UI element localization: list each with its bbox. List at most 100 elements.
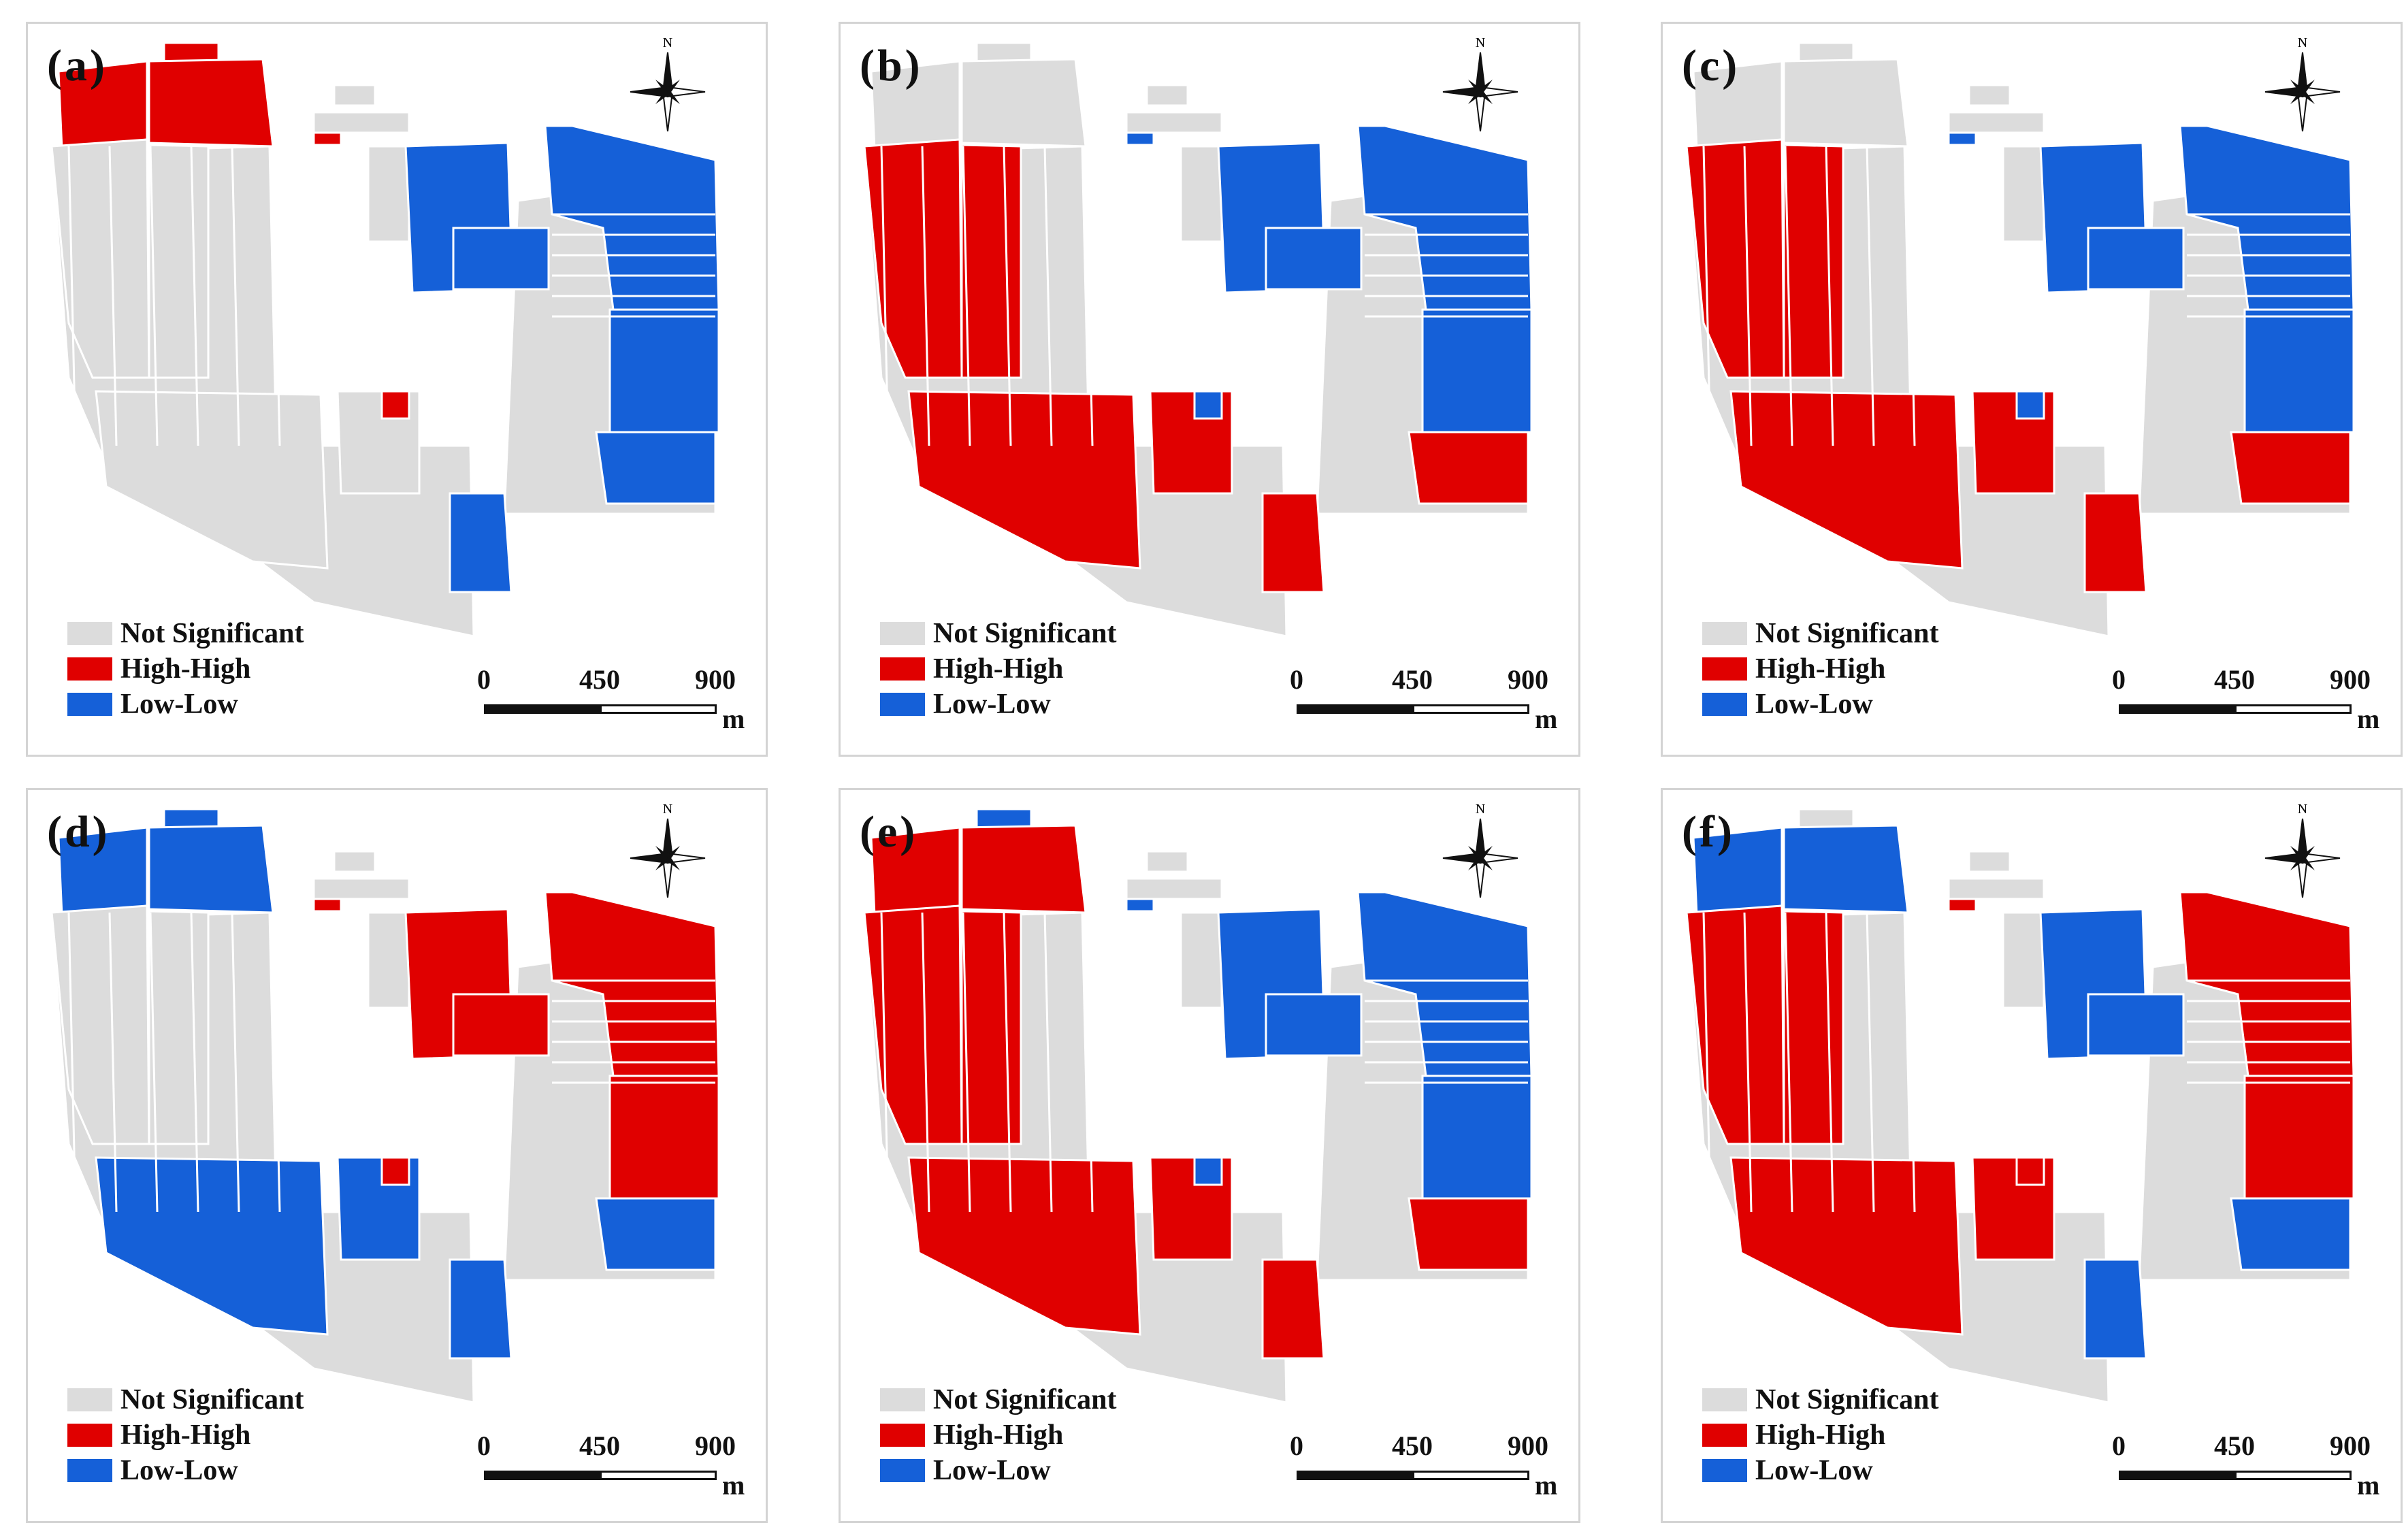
parcel-boundary xyxy=(190,146,199,446)
parcel-zone-small xyxy=(1193,1156,1223,1186)
low-low-swatch xyxy=(67,1459,112,1482)
parcel-zone-west xyxy=(960,910,1022,1145)
north-arrow-point xyxy=(2296,91,2309,132)
scale-tick-900: 900 xyxy=(695,1430,736,1461)
parcel-boundary xyxy=(1043,912,1053,1213)
parcel-boundary xyxy=(1084,146,1094,446)
scale-bar-black xyxy=(1297,1471,1414,1480)
parcel-zone-west xyxy=(50,904,150,1145)
not-significant-swatch xyxy=(67,1388,112,1411)
parcel-zone-center xyxy=(1265,993,1363,1057)
parcel-not-significant xyxy=(2002,145,2045,243)
parcel-zone-southeast xyxy=(595,1197,717,1271)
north-label: N xyxy=(1476,35,1485,50)
high-high-swatch xyxy=(1702,657,1747,681)
north-label: N xyxy=(663,35,672,50)
parcel-boundary xyxy=(880,912,890,1213)
scale-tick-450: 450 xyxy=(2214,1430,2255,1461)
scale-tick-0: 0 xyxy=(2112,664,2126,695)
parcel-zone-southeast xyxy=(1261,1258,1325,1360)
scale-bar: 0 450 900 m xyxy=(2112,1430,2384,1505)
scale-tick-900: 900 xyxy=(2330,664,2371,695)
parcel-boundary xyxy=(1003,912,1012,1213)
parcel-zone-small xyxy=(1193,390,1223,420)
scale-bar-black xyxy=(484,1471,601,1480)
scale-bar-black xyxy=(484,704,601,714)
scale-bar: 0 450 900 m xyxy=(477,663,749,738)
parcel-boundary xyxy=(1906,146,1916,446)
scale-bar-white xyxy=(600,704,717,714)
scale-bar-white xyxy=(2234,704,2352,714)
low-low-swatch xyxy=(880,693,925,716)
legend-low-low: Low-Low xyxy=(120,689,238,720)
legend-low-low: Low-Low xyxy=(120,1455,238,1486)
map-panel-d: (d) N Not Significant High-High Low-Low … xyxy=(26,788,768,1523)
north-arrow-point xyxy=(1474,91,1486,132)
parcel-zone-nw_mid xyxy=(960,58,1087,148)
parcel-zone-east xyxy=(608,308,720,433)
parcel-not-significant xyxy=(1180,911,1223,1009)
parcel-zone-southeast xyxy=(1261,492,1325,593)
legend-not-significant: Not Significant xyxy=(933,618,1117,649)
parcel-boundary xyxy=(1906,912,1916,1213)
parcel-zone-southeast xyxy=(1408,431,1529,505)
parcel-zone-southeast xyxy=(449,492,513,593)
parcel-zone-small xyxy=(1947,898,1977,913)
parcel-zone-east xyxy=(2243,308,2355,433)
parcel-zone-southeast xyxy=(1408,1197,1529,1271)
parcel-not-significant xyxy=(1125,877,1223,900)
parcel-boundary xyxy=(1866,912,1875,1213)
scale-bar-white xyxy=(1412,1471,1529,1480)
parcel-zone-south xyxy=(907,1156,1141,1336)
high-high-swatch xyxy=(67,657,112,681)
not-significant-swatch xyxy=(1702,1388,1747,1411)
legend-high-high: High-High xyxy=(1755,653,1886,685)
north-label: N xyxy=(2298,802,2307,817)
legend: Not Significant High-High Low-Low xyxy=(67,616,304,722)
parcel-boundary xyxy=(108,146,118,446)
legend-high-high: High-High xyxy=(933,653,1064,685)
high-high-swatch xyxy=(67,1424,112,1447)
scale-tick-450: 450 xyxy=(2214,664,2255,695)
parcel-zone-southeast xyxy=(2083,492,2147,593)
low-low-swatch xyxy=(1702,1459,1747,1482)
high-high-swatch xyxy=(1702,1424,1747,1447)
parcel-boundary xyxy=(108,912,118,1213)
parcel-boundary xyxy=(1866,146,1875,446)
parcel-not-significant xyxy=(1947,877,2045,900)
parcel-zone-southeast xyxy=(2083,1258,2147,1360)
map-e xyxy=(863,808,1533,1404)
scale-unit: m xyxy=(2357,704,2380,734)
parcel-boundary xyxy=(962,912,971,1213)
parcel-not-significant xyxy=(1125,111,1223,134)
parcel-zone-east xyxy=(608,1075,720,1200)
scale-unit: m xyxy=(2357,1470,2380,1501)
scale-tick-450: 450 xyxy=(579,1430,620,1461)
parcel-zone-nw_mid xyxy=(1783,824,1909,914)
low-low-swatch xyxy=(1702,693,1747,716)
panel-label: (c) xyxy=(1682,41,1740,91)
north-arrow-icon: N xyxy=(1442,35,1518,132)
north-arrow-point xyxy=(2296,52,2309,93)
parcel-zone-west xyxy=(863,138,963,379)
parcel-zone-small xyxy=(312,131,342,146)
parcel-zone-west xyxy=(960,144,1022,379)
legend: Not Significant High-High Low-Low xyxy=(880,616,1117,722)
panel-label: (d) xyxy=(47,807,110,857)
scale-tick-900: 900 xyxy=(1508,664,1548,695)
legend-high-high: High-High xyxy=(120,1420,251,1451)
legend-not-significant: Not Significant xyxy=(933,1384,1117,1415)
parcel-not-significant xyxy=(1180,145,1223,243)
parcel-zone-small xyxy=(1125,131,1155,146)
map-b xyxy=(863,42,1533,638)
scale-unit: m xyxy=(1535,1470,1558,1501)
parcel-not-significant xyxy=(333,84,376,107)
parcel-zone-center xyxy=(452,227,550,291)
north-arrow-minor-point xyxy=(666,90,680,104)
parcel-zone-east xyxy=(2243,1075,2355,1200)
north-arrow-point xyxy=(662,857,674,898)
parcel-zone-west xyxy=(1783,910,1844,1145)
parcel-zone-west xyxy=(148,910,210,1145)
scale-tick-0: 0 xyxy=(1290,664,1303,695)
north-arrow-minor-point xyxy=(666,856,680,870)
